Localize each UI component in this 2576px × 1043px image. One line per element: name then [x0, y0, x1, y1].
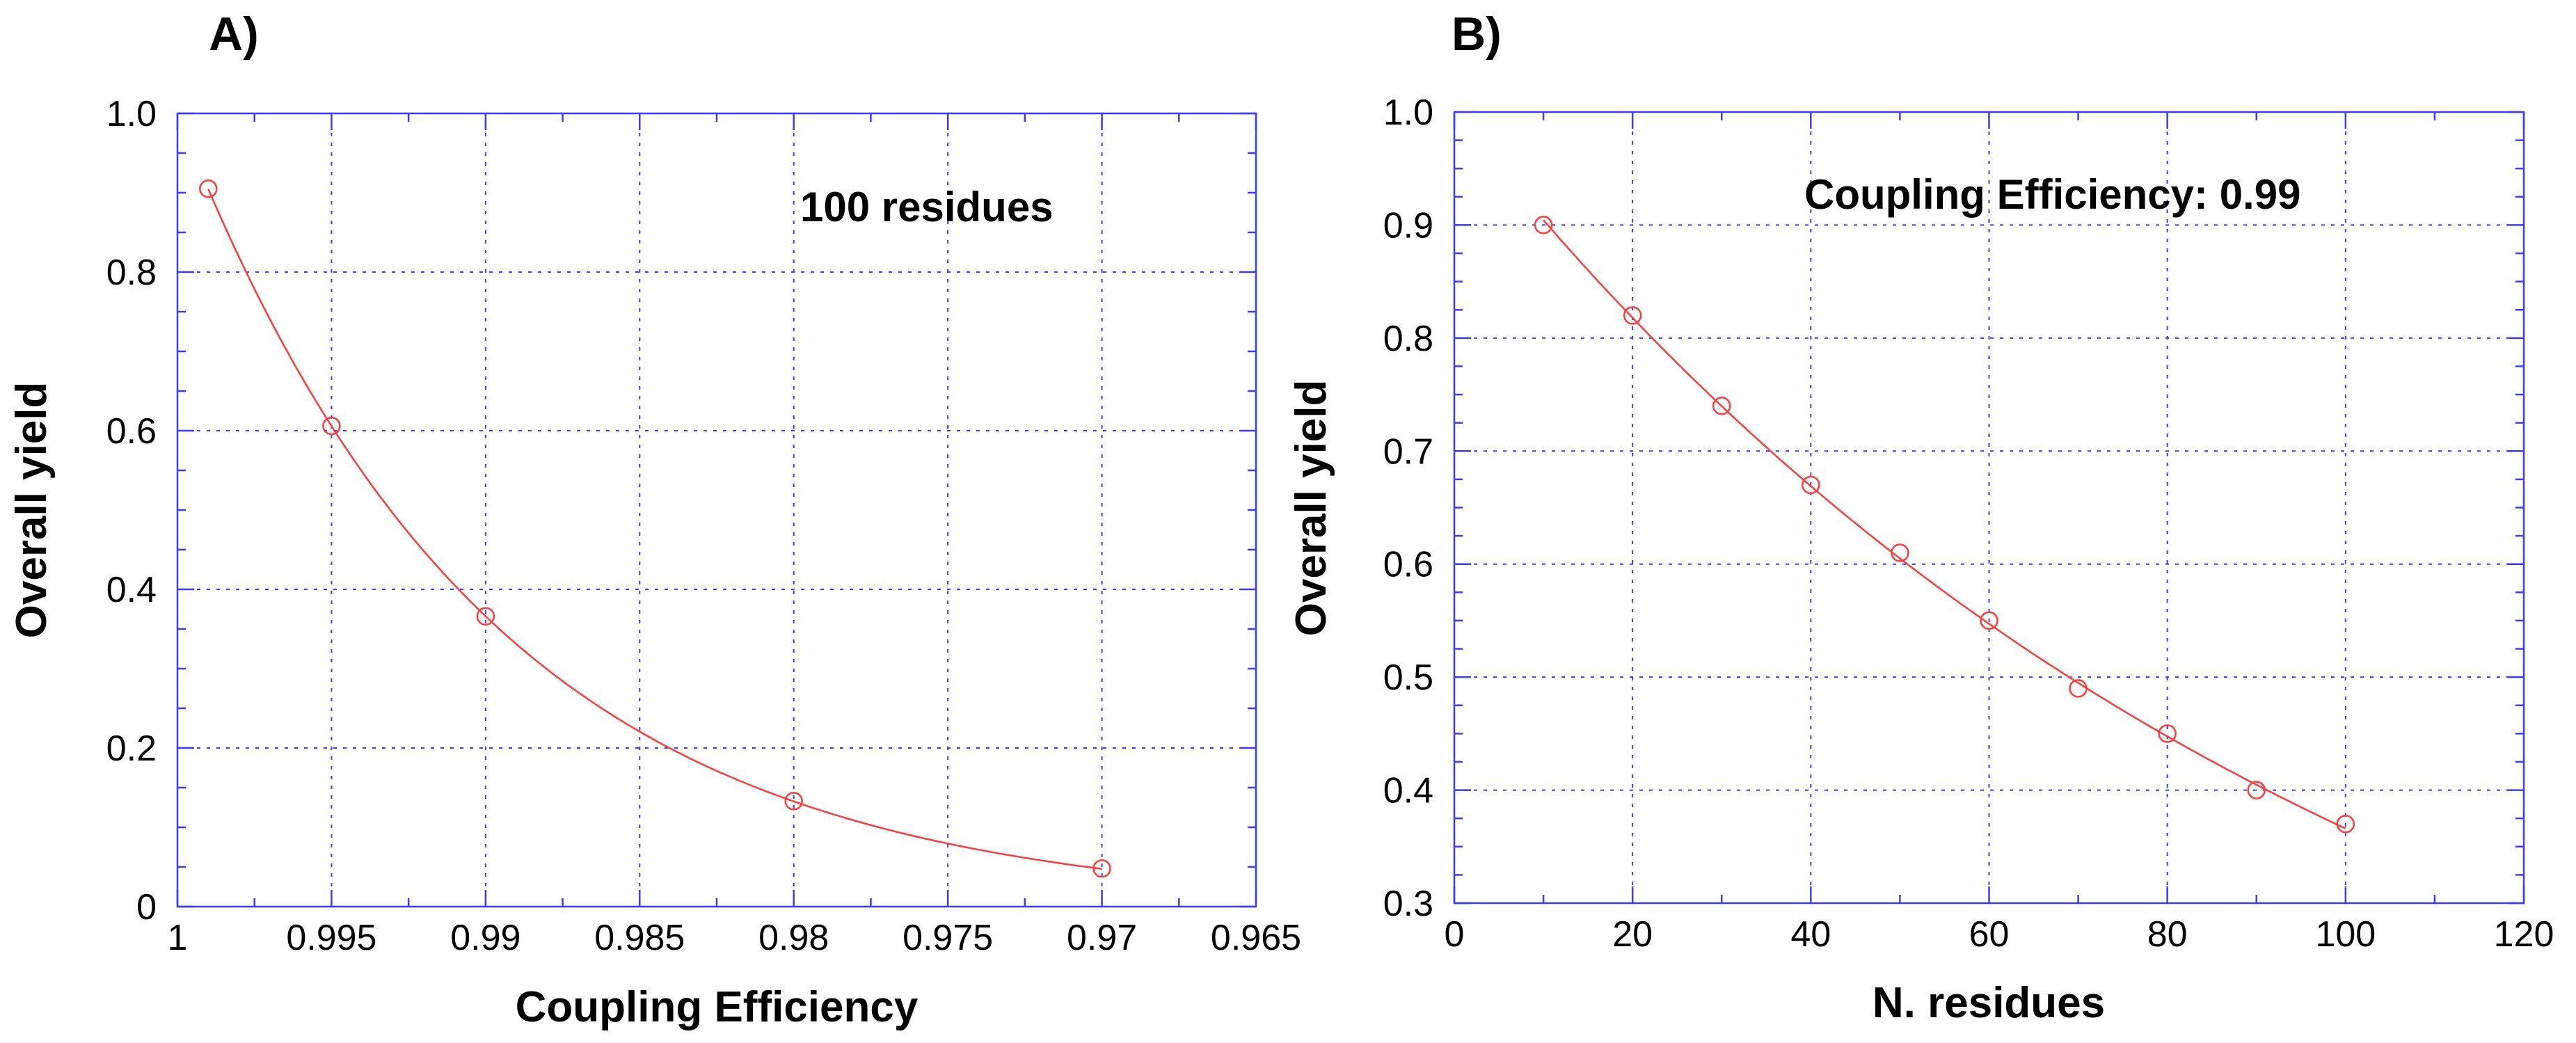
x-tick-label: 20 [1612, 914, 1653, 955]
x-tick-label: 40 [1790, 914, 1831, 955]
data-point [1980, 611, 1998, 630]
x-tick-label: 0.98 [758, 918, 829, 958]
data-point [1712, 397, 1731, 415]
data-point [2069, 679, 2088, 698]
panel-b-x-axis-label: N. residues [1873, 979, 2105, 1027]
data-point [784, 792, 803, 811]
y-tick-label: 0 [136, 887, 157, 927]
panel-a-x-tick-labels: 1 0.995 0.99 0.985 0.98 0.975 0.97 0.965 [168, 918, 1302, 958]
data-point [199, 180, 218, 198]
x-tick-label: 0.965 [1211, 918, 1301, 958]
data-point [1891, 543, 1909, 562]
data-point [322, 416, 341, 436]
panel-a-fit-curve [207, 189, 1102, 870]
y-tick-label: 0.8 [1383, 319, 1433, 359]
panel-b-y-tick-labels: 0.3 0.4 0.5 0.6 0.7 0.8 0.9 1.0 [1383, 93, 1433, 924]
panel-b-tick-marks [1453, 111, 2525, 905]
data-point [2158, 724, 2177, 743]
panel-b-gridlines [1454, 112, 2524, 903]
data-point [476, 607, 495, 626]
panel-b-data-points [1534, 216, 2355, 834]
x-tick-label: 1 [168, 918, 188, 958]
y-tick-label: 0.6 [106, 411, 157, 452]
panel-b-annotation: Coupling Efficiency: 0.99 [1804, 171, 2300, 218]
y-tick-label: 1.0 [1383, 93, 1433, 133]
x-tick-label: 120 [2494, 914, 2554, 955]
y-tick-label: 0.6 [1383, 545, 1433, 585]
x-tick-label: 0.995 [286, 918, 376, 958]
data-point [1092, 859, 1111, 878]
data-point [1534, 216, 1553, 234]
x-tick-label: 0 [1445, 914, 1465, 955]
y-tick-label: 0.5 [1383, 658, 1433, 698]
x-tick-label: 60 [1969, 914, 2010, 955]
data-point [2336, 815, 2355, 834]
panel-a-gridlines [177, 113, 1256, 907]
y-tick-label: 0.2 [106, 728, 157, 769]
data-point [1802, 475, 1820, 495]
chart-panel-a: A) 1 0.995 0.99 0.985 0.98 0.975 0.97 0.965 0 0.… [8, 8, 1301, 1031]
x-tick-label: 100 [2315, 914, 2376, 955]
panel-b-fit-curve [1543, 219, 2346, 829]
chart-panel-b: B) 0 20 40 60 80 100 120 0.3 0.4 0.5 0.6 0.7 0.8 0.9… [1287, 8, 2554, 1027]
panel-a-y-tick-labels: 0 0.2 0.4 0.6 0.8 1.0 [106, 94, 157, 927]
data-point [2247, 781, 2266, 799]
panel-a-y-axis-label: Overall yield [8, 382, 56, 639]
x-tick-label: 0.99 [450, 918, 520, 958]
panel-a-plot-frame [176, 112, 1257, 908]
x-tick-label: 80 [2147, 914, 2188, 955]
y-tick-label: 0.9 [1383, 205, 1433, 246]
panel-b-label: B) [1452, 8, 1502, 61]
y-tick-label: 0.4 [1383, 771, 1433, 811]
x-tick-label: 0.97 [1067, 918, 1137, 958]
panel-b-x-tick-labels: 0 20 40 60 80 100 120 [1445, 914, 2554, 955]
panel-b-y-axis-label: Overall yield [1287, 380, 1335, 637]
data-point [1623, 306, 1642, 325]
y-tick-label: 0.4 [106, 570, 157, 610]
y-tick-label: 0.7 [1383, 431, 1433, 472]
panel-a-tick-marks [176, 112, 1257, 908]
y-tick-label: 1.0 [106, 94, 157, 134]
x-tick-label: 0.985 [594, 918, 685, 958]
panel-a-data-points [199, 180, 1111, 878]
panel-a-x-axis-label: Coupling Efficiency [516, 983, 919, 1031]
panel-a-label: A) [209, 8, 259, 61]
y-tick-label: 0.3 [1383, 884, 1433, 924]
panel-a-annotation: 100 residues [800, 184, 1054, 230]
y-tick-label: 0.8 [106, 253, 157, 293]
x-tick-label: 0.975 [903, 918, 993, 958]
